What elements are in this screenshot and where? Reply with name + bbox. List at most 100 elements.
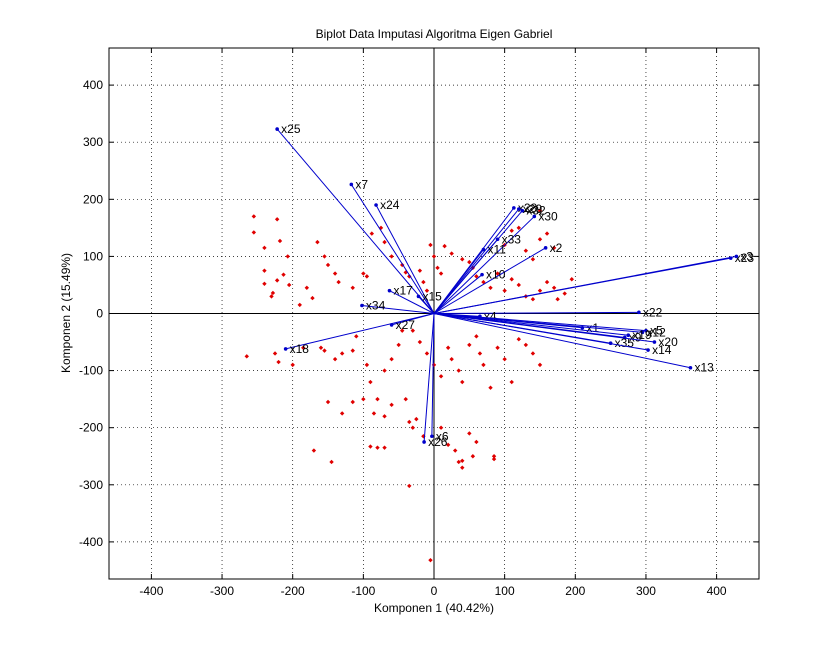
vector-label: x20 [658, 335, 678, 349]
observation-point [354, 334, 359, 339]
observation-point [262, 281, 267, 287]
observation-point [460, 379, 465, 385]
observation-point [417, 339, 423, 345]
tick-labels: -400 -300 -200 -100 0 100 200 300 400 -400 -300 -20… [79, 48, 759, 598]
observation-point [368, 444, 373, 449]
variable-vectors: x25x7x24x17x15x34x27x18x26x6x23x3x22x1x4… [275, 122, 754, 449]
observation-point [435, 265, 440, 271]
observation-point [369, 231, 375, 236]
y-tick-label: 300 [83, 135, 103, 149]
y-tick-label: -200 [79, 421, 103, 435]
x-tick-label: -400 [139, 584, 163, 598]
observation-point [445, 345, 451, 350]
vector-line [433, 216, 535, 314]
observation-point [467, 259, 472, 265]
vector-endpoint [283, 347, 288, 351]
observation-point [262, 268, 267, 273]
observation-point [339, 411, 345, 416]
observation-point [290, 362, 295, 368]
x-tick-label: -200 [281, 584, 305, 598]
observation-point [325, 399, 331, 405]
observation-point [467, 431, 472, 436]
vector-line [350, 184, 435, 314]
observation-point [286, 282, 292, 288]
x-tick-label: 100 [495, 584, 515, 598]
observation-point [544, 279, 550, 285]
vector-line [423, 313, 435, 443]
observation-point [562, 291, 567, 296]
observation-point [544, 231, 550, 236]
vector-endpoint [349, 182, 354, 187]
vector-label: x10 [486, 268, 506, 282]
observation-point [310, 295, 315, 301]
x-axis-label: Komponen 1 (40.42%) [374, 601, 494, 615]
observation-point [322, 254, 327, 259]
observation-point [502, 288, 507, 293]
vector-label: x26 [428, 435, 448, 449]
vector-label: x18 [290, 342, 310, 356]
observation-point [297, 302, 302, 308]
vector-label: x3 [740, 249, 753, 263]
vector-line [285, 313, 435, 350]
observation-point [375, 445, 380, 450]
observation-point [269, 294, 274, 299]
observation-point [350, 285, 355, 291]
observation-point [555, 297, 560, 302]
observation-point [516, 225, 521, 231]
vector-label: x14 [652, 343, 672, 357]
x-tick-label: -300 [210, 584, 234, 598]
observation-point [495, 271, 500, 276]
observation-point [272, 351, 278, 356]
observation-point [488, 385, 493, 390]
vector-label: x11 [487, 243, 506, 257]
observation-point [304, 285, 310, 291]
observation-point [322, 348, 327, 353]
observation-point [424, 351, 430, 356]
observation-point [456, 459, 461, 465]
observation-point [270, 290, 276, 296]
x-tick-label: 200 [565, 584, 585, 598]
observation-point [523, 248, 529, 253]
observation-point [445, 442, 451, 448]
vector-endpoint [688, 365, 693, 370]
vector-label: x12 [646, 325, 666, 339]
observation-point [339, 351, 345, 356]
observation-point [474, 334, 479, 339]
observation-point [428, 557, 433, 563]
vector-line [433, 313, 643, 333]
y-tick-label: -100 [79, 364, 103, 378]
vector-label: x24 [380, 198, 400, 212]
observation-point [509, 228, 514, 233]
observation-point [509, 277, 514, 282]
vector-endpoint [480, 272, 484, 277]
observation-point [329, 459, 334, 465]
vector-endpoint [640, 330, 645, 335]
observation-point [537, 362, 543, 368]
y-tick-label: -300 [79, 478, 103, 492]
observation-point [470, 454, 476, 459]
observation-point [274, 278, 280, 283]
vector-endpoint [481, 247, 486, 252]
vector-endpoint [387, 288, 392, 293]
vector-line [276, 128, 435, 314]
observation-point [537, 208, 543, 213]
vector-label: x25 [281, 122, 301, 136]
vector-line [361, 305, 435, 314]
vector-line [433, 247, 546, 314]
observation-point [414, 416, 419, 422]
observation-point [389, 254, 394, 259]
vector-line [433, 255, 737, 314]
vector-label: x6 [436, 429, 449, 443]
observation-point [382, 239, 387, 245]
observation-point [438, 271, 444, 276]
x-tick-label: 0 [431, 584, 438, 598]
vector-label: x34 [366, 299, 386, 313]
x-tick-label: -100 [351, 584, 375, 598]
vector-endpoint [275, 127, 279, 131]
vector-endpoint [374, 203, 378, 207]
observation-point [569, 277, 574, 282]
vector-line [433, 311, 639, 314]
vector-line [433, 313, 655, 343]
vector-line [418, 296, 435, 314]
